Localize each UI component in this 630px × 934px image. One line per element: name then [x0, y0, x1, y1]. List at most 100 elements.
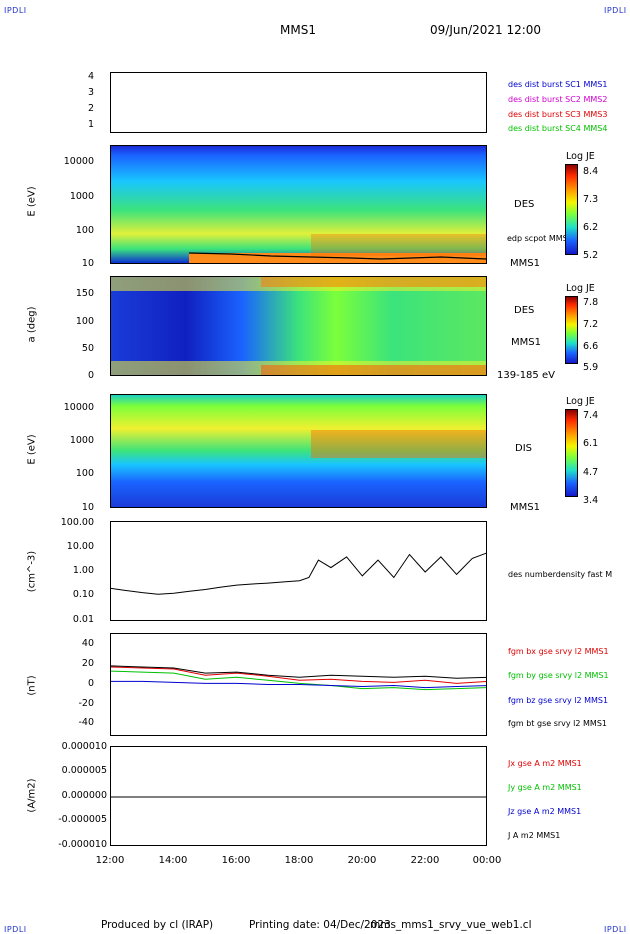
des-pitch-ylabel: a (deg) [26, 306, 38, 343]
dis-energy-ylabel: E (eV) [26, 434, 38, 465]
current-density-panel [110, 746, 487, 846]
des-energy-ytick-10: 10 [81, 258, 94, 269]
bfield-series-line-2 [111, 680, 486, 689]
bfield-legend-bz: fgm bz gse srvy l2 MMS1 [508, 696, 609, 705]
des-energy-ytick-10000: 10000 [63, 156, 94, 167]
edp-scpot-label: edp scpot MMS1 [507, 234, 573, 243]
magnetic-field-panel [110, 633, 487, 736]
des-pitch-cbar-tick-3: 6.6 [583, 341, 599, 352]
footer-printing-date: Printing date: 04/Dec/2023 [249, 919, 391, 931]
dis-energy-species-label: DIS [515, 443, 532, 454]
des-energy-ylabel: E (eV) [26, 186, 38, 217]
xtick-2200: 22:00 [410, 855, 440, 866]
des-pitch-ytick-150: 150 [75, 288, 94, 299]
current-ytick-4: -0.000005 [58, 814, 107, 825]
dis-energy-cbar-tick-1: 7.4 [583, 410, 599, 421]
magnetic-field-plot [111, 665, 486, 691]
corner-mark-top-right: IPDLI [604, 6, 627, 15]
des-pitch-ytick-0: 0 [87, 370, 94, 381]
bfield-series-line-0 [111, 666, 486, 684]
des-energy-colorbar-title: Log JE [566, 151, 595, 162]
dis-energy-cbar-tick-4: 3.4 [583, 495, 599, 506]
current-legend-jx: Jx gse A m2 MMS1 [508, 759, 582, 768]
bfield-ytick-20: 20 [81, 658, 94, 669]
mission-title: MMS1 [280, 23, 316, 37]
des-pitch-colorbar [565, 296, 578, 364]
des-energy-spectrogram [110, 145, 487, 264]
xtick-2000: 20:00 [347, 855, 377, 866]
bfield-legend-bx: fgm bx gse srvy l2 MMS1 [508, 647, 609, 656]
density-ytick-0.01: 0.01 [72, 614, 94, 625]
burst-ytick-2: 2 [87, 103, 94, 114]
des-pitch-spectrogram [110, 276, 487, 376]
des-pitch-cbar-tick-1: 7.8 [583, 297, 599, 308]
current-density-plot [111, 796, 486, 798]
dis-energy-colorbar [565, 409, 578, 497]
des-energy-overlay [188, 234, 486, 263]
current-legend-j: J A m2 MMS1 [508, 831, 561, 840]
xtick-1600: 16:00 [221, 855, 251, 866]
des-pitch-colorbar-title: Log JE [566, 283, 595, 294]
legend-sc2: des dist burst SC2 MMS2 [508, 95, 608, 104]
des-pitch-ytick-50: 50 [81, 343, 94, 354]
density-series-label: des numberdensity fast M [508, 570, 613, 579]
bfield-legend-bt: fgm bt gse srvy l2 MMS1 [508, 719, 607, 728]
des-energy-sc-label: MMS1 [510, 258, 540, 269]
dis-energy-colorbar-title: Log JE [566, 396, 595, 407]
des-pitch-sc-label: MMS1 [511, 337, 541, 348]
bfield-ytick-0: 0 [87, 678, 94, 689]
density-panel [110, 521, 487, 621]
des-energy-species-label: DES [514, 199, 535, 210]
bfield-series-line-1 [111, 670, 486, 691]
legend-sc3: des dist burst SC3 MMS3 [508, 110, 608, 119]
footer-filename: mms_mms1_srvy_vue_web1.cl [370, 919, 532, 931]
des-energy-ytick-1000: 1000 [69, 191, 94, 202]
bfield-ytick-40: 40 [81, 638, 94, 649]
dis-energy-overlay [311, 430, 486, 458]
dis-energy-ytick-1000: 1000 [69, 435, 94, 446]
des-energy-ytick-100: 100 [75, 225, 94, 236]
footer-produced-by: Produced by cl (IRAP) [101, 919, 214, 931]
density-ytick-1: 1.00 [72, 565, 94, 576]
des-pitch-cbar-tick-2: 7.2 [583, 319, 599, 330]
current-legend-jy: Jy gse A m2 MMS1 [508, 783, 582, 792]
bfield-series-line-3 [111, 665, 486, 679]
bfield-ytick-neg20: -20 [78, 698, 94, 709]
legend-sc4: des dist burst SC4 MMS4 [508, 124, 608, 133]
dis-energy-cbar-tick-3: 4.7 [583, 467, 599, 478]
bfield-legend-by: fgm by gse srvy l2 MMS1 [508, 671, 609, 680]
current-ytick-2: 0.000005 [61, 765, 107, 776]
density-plot [111, 552, 486, 595]
current-legend-jz: Jz gse A m2 MMS1 [508, 807, 582, 816]
des-energy-cbar-tick-4: 5.2 [583, 250, 599, 261]
burst-ytick-4: 4 [87, 71, 94, 82]
dis-energy-spectrogram [110, 394, 487, 508]
bfield-ytick-neg40: -40 [78, 717, 94, 728]
des-pitch-overlay [111, 277, 486, 375]
des-pitch-species-label: DES [514, 305, 535, 316]
xtick-1200: 12:00 [95, 855, 125, 866]
des-energy-colorbar [565, 164, 578, 255]
xtick-1800: 18:00 [284, 855, 314, 866]
des-energy-cbar-tick-2: 7.3 [583, 194, 599, 205]
datetime-label: 09/Jun/2021 12:00 [430, 23, 542, 37]
bfield-ylabel: (nT) [26, 675, 38, 696]
burst-ytick-3: 3 [87, 87, 94, 98]
density-ytick-100: 100.00 [60, 517, 94, 528]
des-energy-cbar-tick-3: 6.2 [583, 222, 599, 233]
legend-sc1: des dist burst SC1 MMS1 [508, 80, 608, 89]
burst-availability-panel [110, 72, 487, 133]
density-ytick-0.1: 0.10 [72, 589, 94, 600]
des-pitch-ytick-100: 100 [75, 316, 94, 327]
current-ytick-5: -0.000010 [58, 839, 107, 850]
density-series-line [111, 552, 486, 595]
corner-mark-top-left: IPDLI [4, 6, 27, 15]
dis-energy-ytick-10: 10 [81, 502, 94, 513]
dis-energy-cbar-tick-2: 6.1 [583, 438, 599, 449]
corner-mark-bottom-left: IPDLI [4, 925, 27, 934]
burst-ytick-1: 1 [87, 119, 94, 130]
des-energy-cbar-tick-1: 8.4 [583, 166, 599, 177]
density-ylabel: (cm^-3) [26, 550, 38, 593]
xtick-0000: 00:00 [472, 855, 502, 866]
dis-energy-sc-label: MMS1 [510, 502, 540, 513]
